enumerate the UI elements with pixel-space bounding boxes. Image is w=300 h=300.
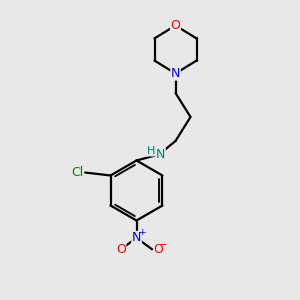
Text: N: N <box>156 148 165 161</box>
Text: +: + <box>138 228 145 237</box>
Text: N: N <box>132 231 141 244</box>
Text: −: − <box>159 240 168 250</box>
Text: O: O <box>116 243 126 256</box>
Text: H: H <box>146 146 155 156</box>
Text: N: N <box>171 67 180 80</box>
Text: O: O <box>171 19 180 32</box>
Text: Cl: Cl <box>71 166 83 179</box>
Text: O: O <box>154 243 164 256</box>
